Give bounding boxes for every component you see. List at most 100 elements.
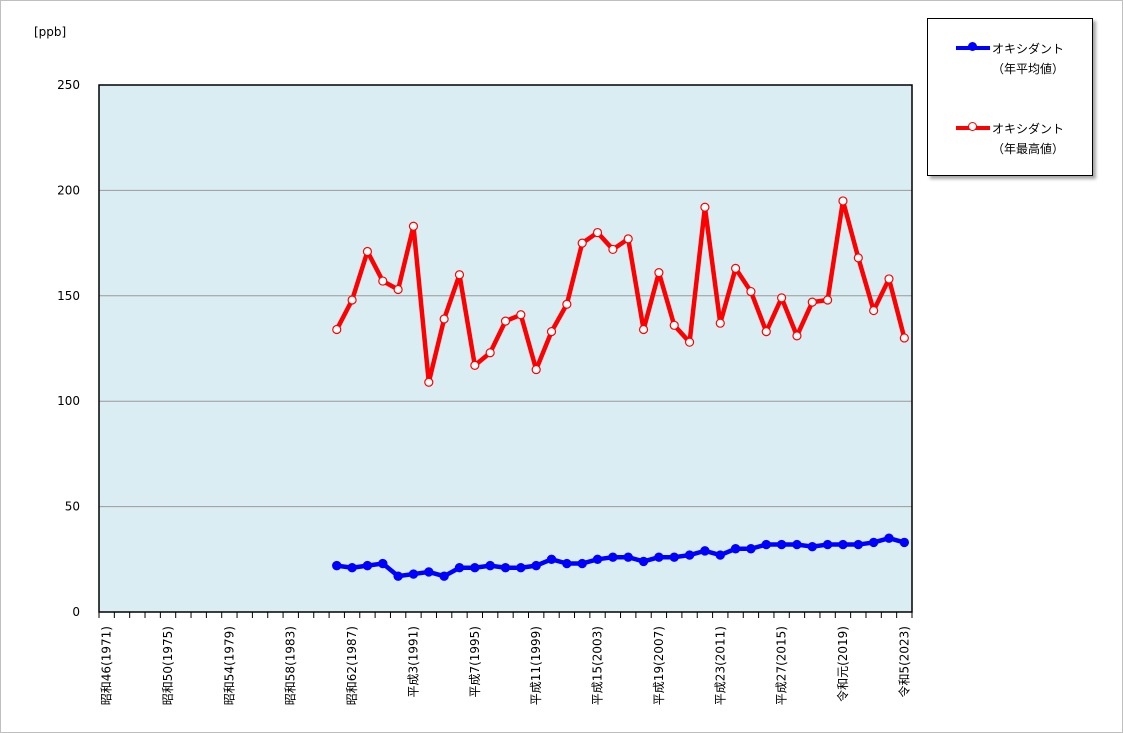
series-line [334,198,907,385]
data-point [408,569,419,579]
data-point [531,364,541,375]
y-axis-ticks: 0 50 100 150 200 250 [57,78,80,619]
data-point [439,314,449,324]
data-point [792,539,802,550]
data-point [485,348,495,358]
data-point [746,544,756,554]
data-point [577,238,587,248]
legend-label-average-line1: オキシダント [992,42,1065,56]
x-tick-label: 平成3(1991) [406,626,420,698]
data-point [577,558,587,569]
data-point [792,331,802,341]
legend-label-max-line2: （年最高値） [992,142,1065,156]
data-point [761,327,771,337]
y-tick-label: 100 [57,394,80,408]
data-point [684,337,695,347]
data-point [715,550,725,560]
series-annual-average [332,533,910,581]
plot-area [99,85,912,612]
data-point [746,286,756,297]
data-point [546,554,557,564]
data-point [869,305,879,316]
data-point [562,299,572,309]
data-point [378,276,388,286]
data-point [332,324,342,335]
data-point [838,539,848,550]
data-point [454,270,465,280]
data-point [592,227,603,238]
x-tick-label: 平成27(2015) [775,626,789,705]
data-point [700,202,710,212]
data-point [592,554,603,564]
data-point [807,541,817,552]
data-point [669,320,679,330]
series-layer [332,196,910,581]
data-point [424,377,434,387]
data-point [807,297,817,307]
data-point [454,563,465,573]
data-point [700,546,710,556]
series-annual-max [332,196,909,387]
x-tick-label: 平成23(2011) [713,626,727,705]
data-point [654,268,664,278]
data-point [424,567,434,577]
legend-marker-red [968,122,977,131]
data-point [332,560,342,571]
data-point [853,253,863,263]
data-point [853,539,864,550]
legend-marker-blue [968,42,977,51]
data-point [546,327,557,337]
legend-label-max-line1: オキシダント [992,122,1065,136]
data-point [378,558,388,569]
data-point [715,318,725,328]
data-point [439,571,449,581]
data-point [761,539,771,550]
x-tick-label: 令和元(2019) [835,626,850,702]
x-tick-label: 昭和50(1975) [161,626,175,705]
data-point [516,310,526,320]
data-point [777,293,787,303]
data-point [884,274,894,284]
x-tick-label: 平成7(1995) [468,626,482,698]
data-point [654,552,664,562]
y-tick-label: 150 [57,289,80,303]
data-point [500,563,511,573]
data-point [669,552,679,562]
data-point [516,563,526,573]
data-point [868,537,879,548]
plot-border [98,84,913,613]
gridlines [99,189,912,508]
data-point [362,246,373,257]
x-tick-label: 昭和54(1979) [222,626,236,705]
data-point [500,316,511,326]
data-point [776,539,787,550]
data-point [822,539,833,550]
data-point [485,560,495,571]
y-tick-label: 200 [57,183,80,197]
x-tick-label: 平成15(2003) [591,626,605,705]
data-point [638,556,649,567]
data-point [730,263,741,273]
y-tick-label: 50 [65,500,80,514]
legend-label-average-line2: （年平均値） [992,62,1065,76]
data-point [470,360,480,370]
data-point [899,333,909,343]
y-tick-label: 0 [72,605,80,619]
data-point [823,295,833,305]
x-tick-label: 平成11(1999) [529,626,543,705]
y-tick-label: 250 [57,78,80,92]
x-tick-label: 昭和58(1983) [284,626,298,705]
legend-entry-annual-max: オキシダント （年最高値） [956,119,1092,159]
data-point [393,571,403,581]
x-tick-label: 昭和46(1971) [100,626,114,705]
x-axis-ticks: 昭和46(1971) 昭和50(1975) 昭和54(1979) 昭和58(1983)… [98,612,913,705]
legend: オキシダント （年平均値） オキシダント （年最高値） [927,18,1093,176]
x-tick-label: 平成19(2007) [652,626,666,705]
data-point [393,284,403,295]
y-unit-label: [ppb] [34,25,66,39]
data-point [362,560,373,571]
data-point [899,537,910,548]
data-point [623,552,633,562]
x-tick-label: 昭和62(1987) [345,626,359,705]
